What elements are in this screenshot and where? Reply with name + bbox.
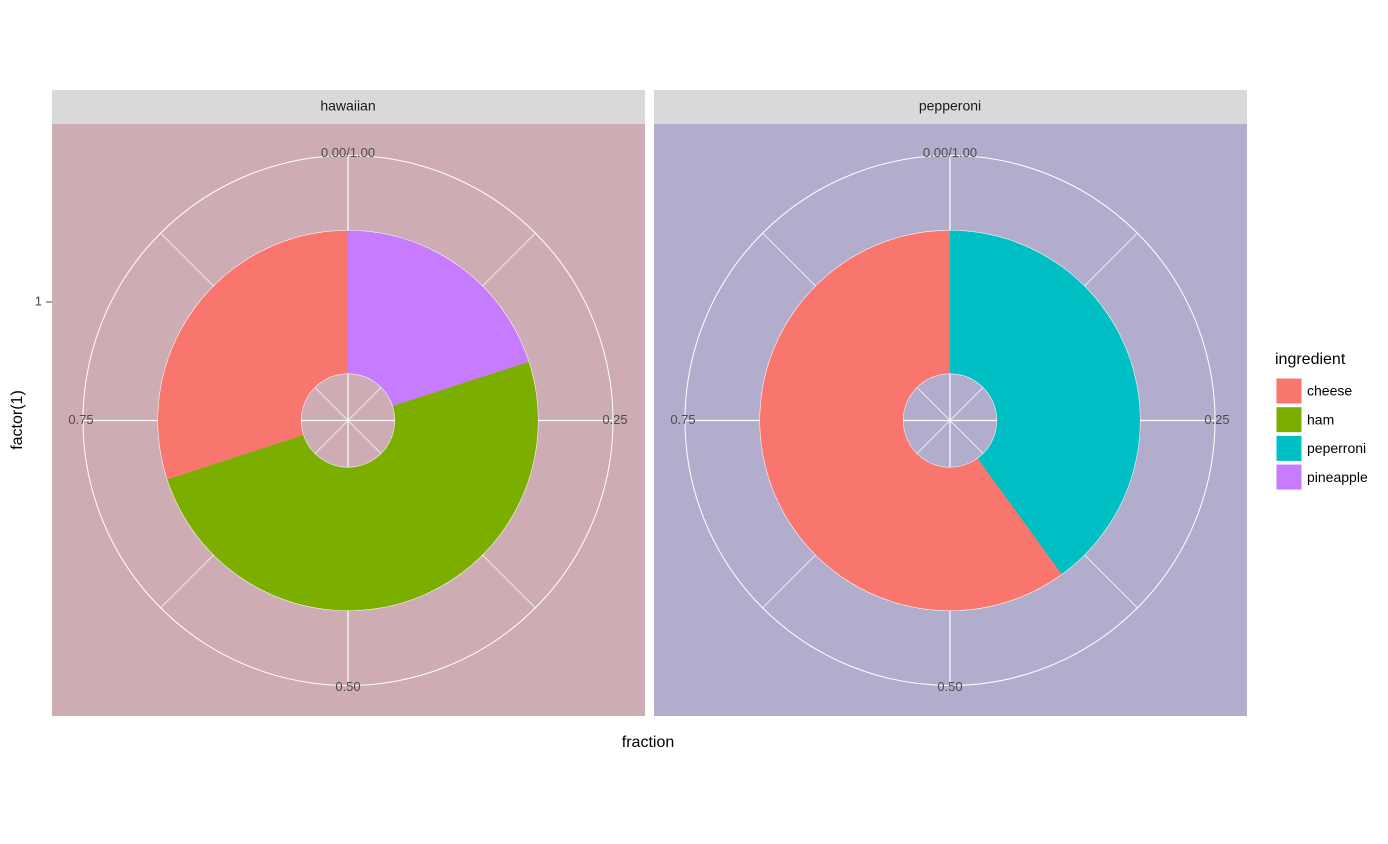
facet-title: pepperoni: [919, 98, 981, 114]
angle-tick-label: 0.25: [1204, 412, 1229, 427]
donut-segment: [167, 361, 538, 611]
legend-label: pineapple: [1307, 469, 1368, 485]
angle-tick-label: 0.25: [602, 412, 627, 427]
y-tick-label: 1: [35, 293, 42, 308]
legend-key: [1275, 434, 1303, 462]
angle-tick-label: 0.50: [937, 679, 962, 694]
angle-tick-label: 0.50: [335, 679, 360, 694]
facet-title: hawaiian: [320, 98, 375, 114]
donut-segment: [950, 230, 1140, 575]
x-axis-label: fraction: [622, 734, 674, 751]
legend-title: ingredient: [1275, 351, 1346, 368]
y-axis-label: factor(1): [9, 390, 26, 450]
angle-tick-label: 0.00/1.00: [923, 145, 977, 160]
strip: [654, 90, 1247, 124]
legend-label: ham: [1307, 411, 1334, 427]
angle-tick-label: 0.00/1.00: [321, 145, 375, 160]
donut-segment: [157, 230, 348, 480]
legend-key: [1275, 406, 1303, 434]
angle-tick-label: 0.75: [670, 412, 695, 427]
legend-key: [1275, 377, 1303, 405]
strip: [52, 90, 645, 124]
donut-segment: [348, 230, 529, 406]
donut-segment: [760, 230, 1062, 611]
legend-key: [1275, 463, 1303, 491]
legend-label: peperroni: [1307, 440, 1366, 456]
legend-label: cheese: [1307, 383, 1352, 399]
angle-tick-label: 0.75: [68, 412, 93, 427]
